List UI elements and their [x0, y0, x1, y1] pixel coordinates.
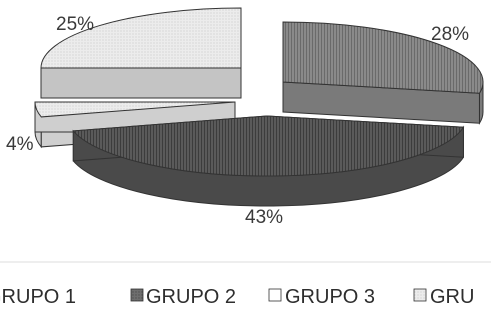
legend-item-grupo-1: GRUPO 1	[0, 286, 76, 308]
slice-top-grupo-2	[72, 115, 465, 177]
slice-top-grupo-3	[282, 21, 484, 94]
slice-label-grupo-1: 4%	[6, 134, 34, 155]
slice-top-grupo-1	[34, 101, 236, 118]
slice-label-grupo-4: 25%	[56, 14, 94, 35]
pie-slices	[34, 7, 484, 207]
pie-slice-grupo-3	[282, 21, 484, 125]
legend: GRUPO 1 GRUPO 2 GRUPO 3 GRU	[0, 261, 491, 308]
legend-item-grupo-3: GRUPO 3	[285, 286, 375, 308]
legend-item-grupo-2: GRUPO 2	[146, 286, 236, 308]
legend-swatch-grupo-2	[130, 288, 144, 302]
pie-slice-grupo-2	[72, 115, 465, 207]
slice-top-grupo-4	[40, 7, 242, 69]
legend-swatch-grupo-3	[268, 288, 282, 302]
slice-face-grupo-4	[40, 67, 242, 99]
slice-label-grupo-3: 28%	[431, 24, 469, 45]
legend-item-grupo-4: GRU	[430, 286, 474, 308]
legend-swatch-grupo-4	[413, 288, 427, 302]
pie-slice-grupo-4	[40, 7, 242, 99]
slice-label-grupo-2: 43%	[245, 207, 283, 228]
